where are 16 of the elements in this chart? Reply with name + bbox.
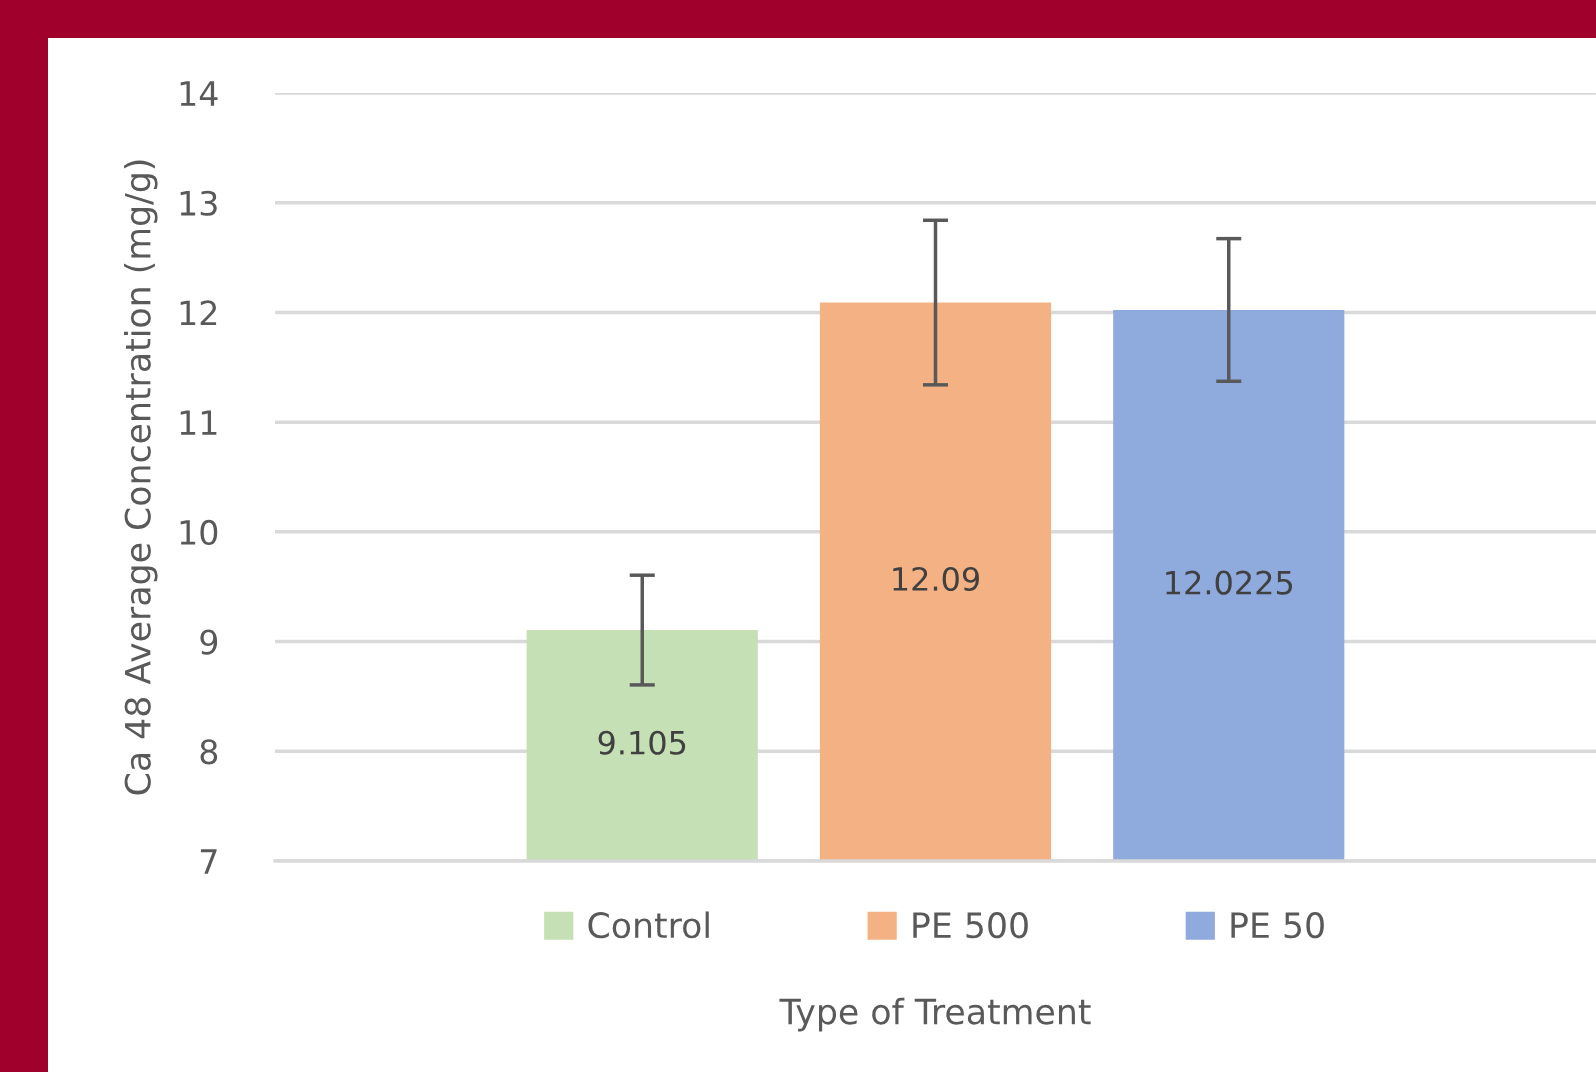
data-label: 9.105 xyxy=(598,730,686,755)
legend-label: Control xyxy=(588,911,709,939)
y-tick-label: 7 xyxy=(200,849,217,874)
data-label: 12.0225 xyxy=(1166,570,1293,595)
y-axis-title: Ca 48 Average Concentration (mg/g) xyxy=(123,160,158,795)
y-tick-label: 14 xyxy=(180,81,218,106)
legend-label: PE 50 xyxy=(1231,912,1324,939)
legend-label: PE 500 xyxy=(913,912,1028,939)
data-label: 12.09 xyxy=(893,566,979,592)
y-tick-label: 10 xyxy=(180,519,218,545)
x-axis-title: Type of Treatment xyxy=(779,997,1091,1032)
y-tick-label: 13 xyxy=(180,190,217,216)
y-tick-label: 8 xyxy=(200,739,218,765)
y-tick-label: 12 xyxy=(180,300,217,326)
y-tick-label: 11 xyxy=(180,410,217,435)
y-tick-label: 9 xyxy=(200,629,218,655)
